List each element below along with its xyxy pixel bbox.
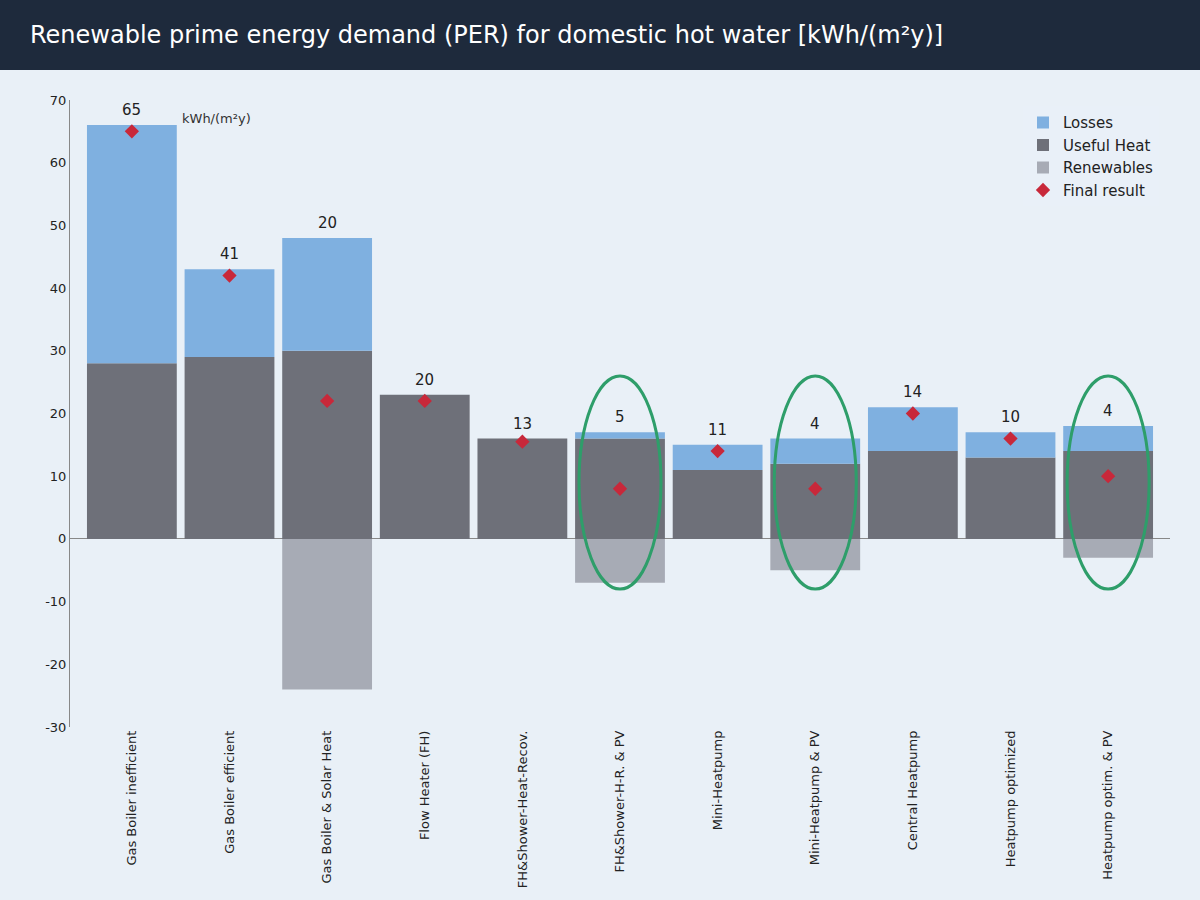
svg-text:20: 20 — [415, 371, 434, 389]
svg-text:Gas Boiler & Solar Heat: Gas Boiler & Solar Heat — [319, 731, 334, 884]
svg-text:30: 30 — [50, 343, 67, 358]
svg-text:41: 41 — [220, 245, 239, 263]
svg-text:-30: -30 — [45, 720, 66, 735]
svg-text:Useful Heat: Useful Heat — [1063, 137, 1150, 155]
svg-text:60: 60 — [50, 155, 67, 170]
html-text:Renewable prime energy demand: Renewable prime energy demand (PER) for … — [30, 21, 944, 49]
svg-text:Mini-Heatpump: Mini-Heatpump — [710, 731, 725, 831]
svg-text:-20: -20 — [45, 657, 66, 672]
svg-text:0: 0 — [58, 531, 66, 546]
svg-text:10: 10 — [1001, 408, 1020, 426]
svg-text:11: 11 — [708, 421, 727, 439]
svg-text:65: 65 — [122, 101, 141, 119]
svg-text:Mini-Heatpump & PV: Mini-Heatpump & PV — [807, 730, 822, 865]
svg-text:kWh/(m²y): kWh/(m²y) — [182, 111, 251, 126]
svg-text:14: 14 — [903, 383, 922, 401]
svg-text:20: 20 — [318, 214, 337, 232]
svg-text:70: 70 — [50, 93, 67, 108]
svg-text:-10: -10 — [45, 594, 66, 609]
svg-text:4: 4 — [810, 415, 820, 433]
svg-text:13: 13 — [513, 415, 532, 433]
svg-text:FH&Shower-Heat-Recov.: FH&Shower-Heat-Recov. — [515, 731, 530, 889]
svg-text:Losses: Losses — [1063, 114, 1113, 132]
svg-text:Flow Heater (FH): Flow Heater (FH) — [417, 731, 432, 841]
svg-text:40: 40 — [50, 281, 67, 296]
svg-text:50: 50 — [50, 218, 67, 233]
svg-text:Central Heatpump: Central Heatpump — [905, 731, 920, 851]
svg-text:10: 10 — [50, 469, 67, 484]
svg-text:Heatpump optimized: Heatpump optimized — [1003, 731, 1018, 868]
svg-text:5: 5 — [615, 408, 625, 426]
svg-text:Final result: Final result — [1063, 182, 1145, 200]
svg-text:Gas Boiler inefficient: Gas Boiler inefficient — [124, 731, 139, 866]
svg-text:Renewables: Renewables — [1063, 159, 1153, 177]
svg-text:Gas Boiler efficient: Gas Boiler efficient — [222, 731, 237, 854]
svg-text:20: 20 — [50, 406, 67, 421]
svg-text:FH&Shower-H-R. & PV: FH&Shower-H-R. & PV — [612, 731, 627, 873]
svg-text:4: 4 — [1103, 402, 1113, 420]
svg-text:Heatpump optim. & PV: Heatpump optim. & PV — [1100, 731, 1115, 880]
